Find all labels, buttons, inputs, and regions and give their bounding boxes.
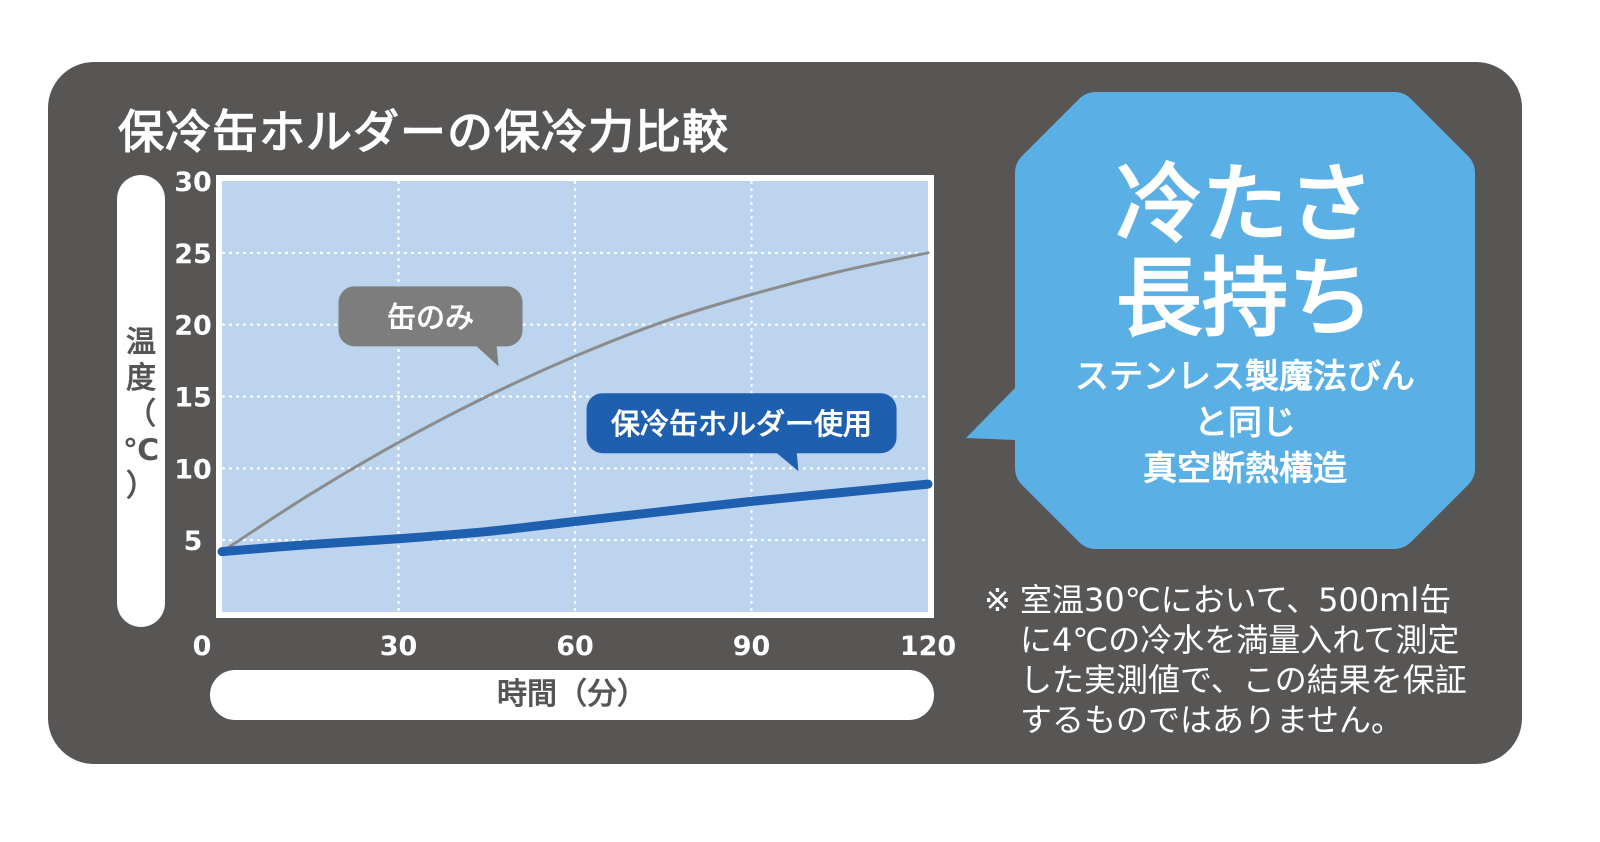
y-tick-label: 25 [174, 239, 212, 270]
footnote-text: 室温30℃において、500ml缶 に4℃の冷水を満量入れて測定 した実測値で、こ… [1020, 581, 1467, 739]
chart-title: 保冷缶ホルダーの保冷力比較 [118, 105, 729, 159]
x-tick-label: 90 [733, 631, 771, 662]
y-tick-label: 5 [184, 526, 203, 557]
x-axis-label-pill [210, 670, 934, 720]
x-tick-label: 30 [380, 631, 418, 662]
series-lines [217, 251, 933, 557]
series-label-2: 保冷缶ホルダー使用 [586, 393, 897, 472]
footnote-mark: ※ [984, 581, 1011, 619]
series-label-1: 缶のみ [338, 286, 523, 367]
footnote: ※ 室温30℃において、500ml缶 に4℃の冷水を満量入れて測定 した実測値で… [984, 580, 1504, 740]
series-label-text: 缶のみ [387, 300, 474, 334]
series-label-pointer [774, 451, 799, 472]
series-label-box [338, 286, 523, 347]
callout-bubble [966, 92, 1475, 549]
x-tick-label: 60 [556, 631, 594, 662]
y-tick-label: 30 [174, 167, 212, 198]
callout-headline: 冷たさ 長持ち [1116, 155, 1374, 349]
callout-subtext: ステンレス製魔法びん と同じ 真空断熱構造 [1075, 357, 1415, 489]
series-line-2 [217, 479, 933, 557]
x-tick-label: 120 [900, 631, 956, 662]
series-line-1 [220, 251, 930, 554]
y-axis-label-pill [117, 175, 165, 627]
y-tick-labels: 5 10 15 20 25 30 [174, 167, 212, 557]
y-tick-label: 10 [174, 454, 212, 485]
series-label-box [586, 393, 897, 454]
series-label-pointer [474, 344, 499, 367]
x-axis-label: 時間（分） [497, 677, 647, 712]
y-tick-label: 15 [174, 383, 212, 414]
y-axis-label: 温 度 （ ℃ ） [122, 325, 160, 504]
x-tick-labels: 0 30 60 90 120 [193, 631, 957, 662]
x-tick-label: 0 [193, 631, 212, 662]
series-label-text: 保冷缶ホルダー使用 [610, 407, 872, 441]
y-tick-label: 20 [174, 311, 212, 342]
